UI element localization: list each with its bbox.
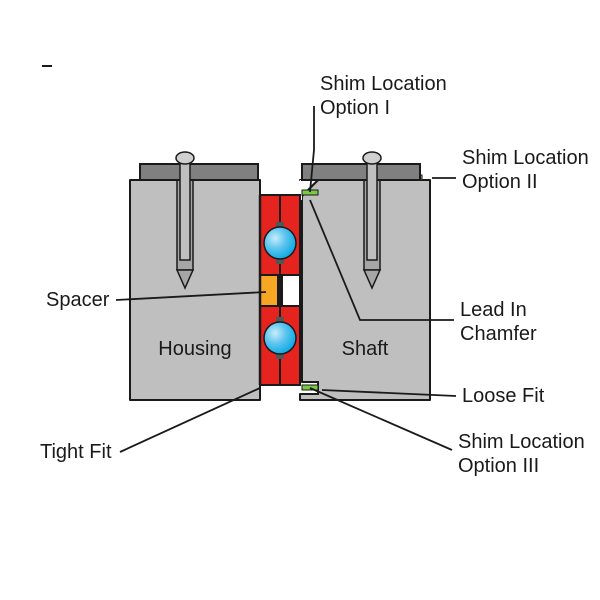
label-leadin-line1: Lead In xyxy=(460,299,527,321)
shaft-block: Shaft xyxy=(300,180,430,400)
label-shim3-line1: Shim Location xyxy=(458,431,585,453)
top-cap-right xyxy=(302,164,420,180)
housing-block: Housing xyxy=(130,180,260,400)
ball-bottom xyxy=(264,322,296,354)
housing-label: Housing xyxy=(158,338,231,360)
top-cap-left xyxy=(140,164,258,180)
ball-top xyxy=(264,227,296,259)
label-loose-fit: Loose Fit xyxy=(462,385,545,407)
bearing-assembly-diagram: Housing Shaft xyxy=(0,0,600,600)
label-shim1-line1: Shim Location xyxy=(320,73,447,95)
spacer xyxy=(260,275,278,306)
bearing-stack xyxy=(260,195,300,385)
label-shim3-line2: Option III xyxy=(458,455,539,477)
label-shim2-line1: Shim Location xyxy=(462,147,589,169)
label-shim2-line2: Option II xyxy=(462,171,538,193)
label-tight-fit: Tight Fit xyxy=(40,441,112,463)
label-shim1-line2: Option I xyxy=(320,97,390,119)
label-spacer: Spacer xyxy=(46,289,110,311)
label-leadin-line2: Chamfer xyxy=(460,323,537,345)
shaft-label: Shaft xyxy=(342,338,389,360)
shim-location-3 xyxy=(302,385,318,390)
